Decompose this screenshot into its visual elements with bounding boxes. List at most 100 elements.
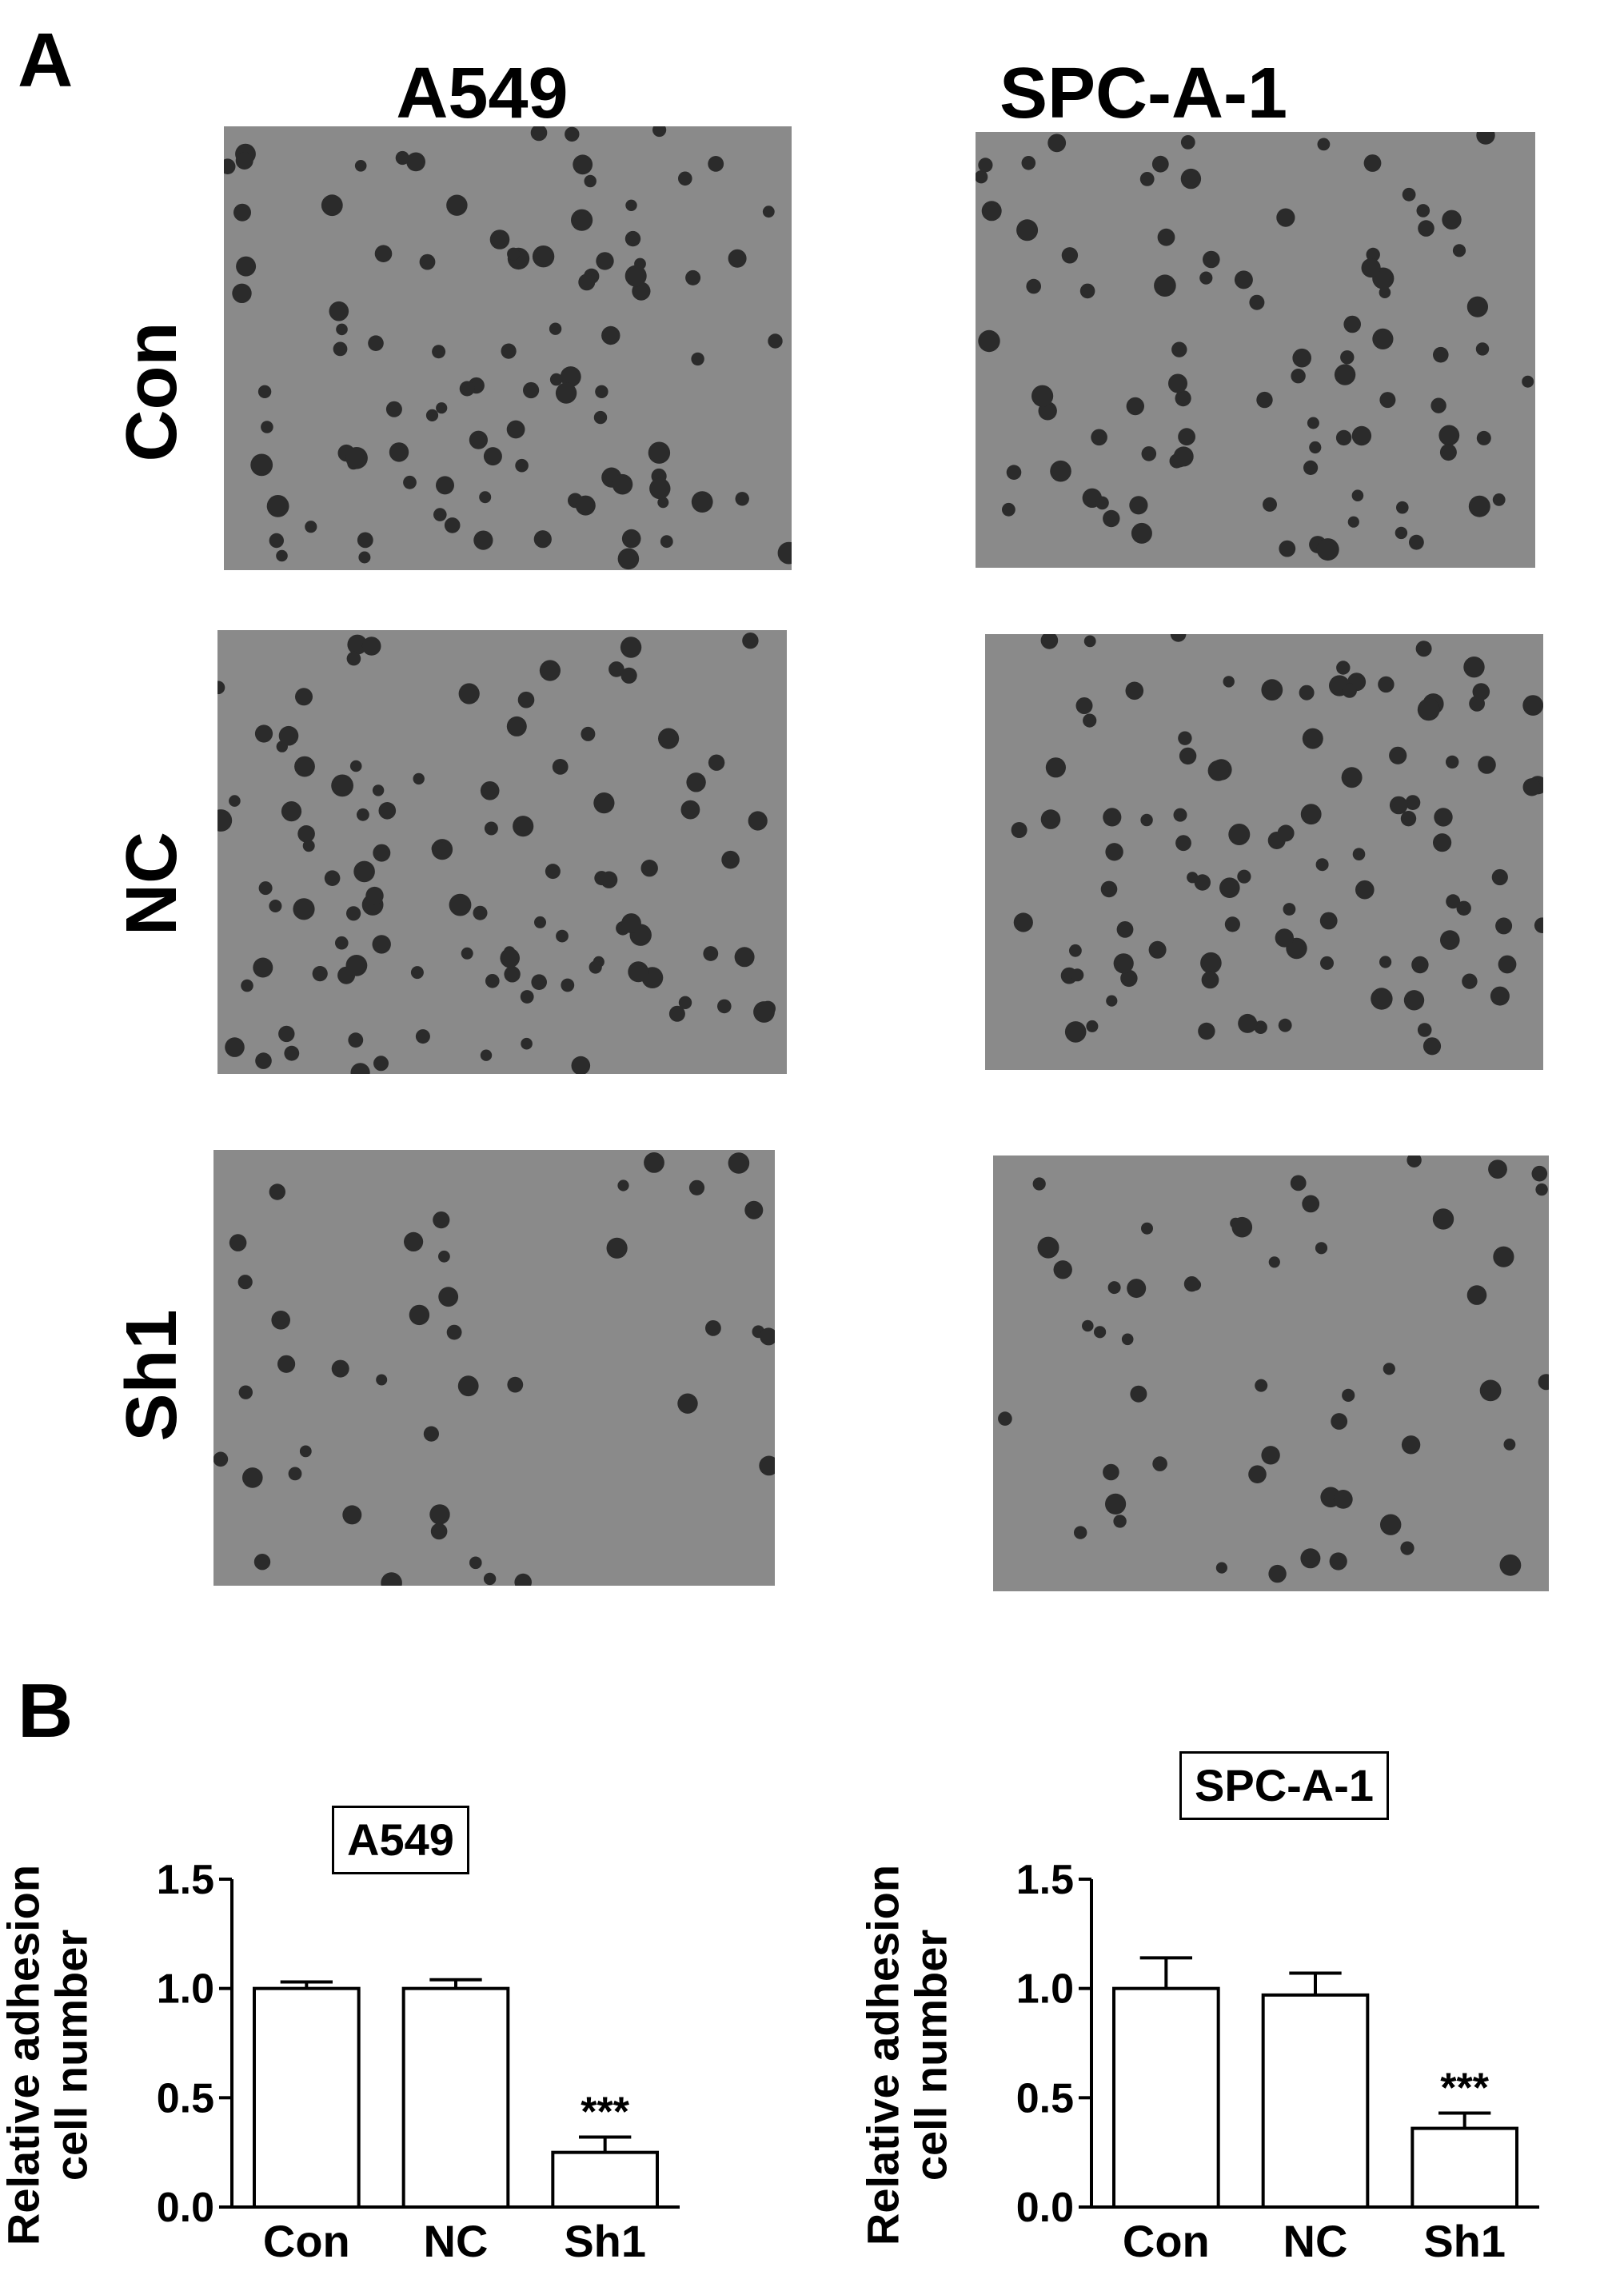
cell-dot — [1389, 746, 1407, 764]
cell-dot — [1531, 1165, 1548, 1182]
cell-dot — [506, 716, 527, 736]
cell-dot — [1279, 540, 1296, 557]
cell-dot — [688, 1179, 705, 1195]
cell-dot — [534, 916, 546, 928]
cell-dot — [1302, 1195, 1320, 1213]
cell-dot — [1061, 247, 1079, 264]
cell-dot — [1378, 676, 1395, 693]
cell-dot — [217, 681, 225, 695]
cell-dot — [1422, 1037, 1442, 1056]
cell-dot — [1127, 1279, 1147, 1299]
cell-dot — [1103, 1463, 1119, 1481]
cell-dot — [612, 473, 633, 495]
cell-dot — [686, 772, 706, 792]
cell-dot — [1203, 250, 1220, 269]
cell-dot — [281, 801, 302, 822]
cell-dot — [634, 257, 646, 270]
cell-dot — [1417, 698, 1440, 721]
cell-dot — [728, 249, 747, 268]
cell-dot — [1351, 489, 1364, 501]
cell-dot — [1342, 683, 1357, 698]
cell-dot — [1071, 968, 1084, 982]
cell-dot — [1478, 756, 1496, 774]
cell-dot — [561, 978, 575, 992]
cell-dot — [1492, 493, 1506, 506]
cell-dot — [1094, 1326, 1107, 1339]
cell-dot — [1083, 635, 1096, 648]
cell-dot — [1468, 495, 1490, 517]
cell-dot — [350, 1063, 370, 1074]
cell-dot — [1223, 676, 1235, 688]
cell-dot — [321, 194, 343, 217]
cell-dot — [708, 754, 725, 771]
cell-dot — [349, 760, 362, 772]
cell-dot — [1151, 155, 1169, 173]
row-label-con: Con — [112, 321, 192, 462]
cell-dot — [373, 1056, 389, 1072]
micrograph-background — [213, 1150, 775, 1586]
cell-dot — [385, 401, 402, 417]
cell-dot — [278, 725, 299, 746]
cell-dot — [1439, 444, 1457, 461]
cell-dot — [1416, 204, 1430, 218]
cell-dot — [1255, 1379, 1268, 1392]
cell-dot — [1302, 728, 1323, 749]
cell-dot — [978, 329, 1000, 353]
cell-dot — [1396, 501, 1409, 514]
cell-dot — [389, 442, 409, 462]
cell-dot — [358, 551, 371, 564]
cell-dot — [258, 881, 273, 896]
cell-dot — [419, 253, 436, 270]
cell-dot — [404, 1231, 424, 1251]
cell-dot — [346, 651, 361, 666]
cell-dot — [501, 343, 517, 359]
cell-dot — [1037, 1236, 1059, 1259]
micrograph-background — [985, 634, 1543, 1070]
bar-sh1 — [551, 2150, 659, 2209]
cell-dot — [433, 1211, 450, 1229]
cell-dot — [648, 441, 671, 464]
cell-dot — [1179, 747, 1197, 765]
cell-dot — [621, 529, 641, 549]
cell-dot — [1047, 134, 1067, 153]
cell-dot — [1050, 460, 1071, 482]
cell-dot — [459, 381, 475, 397]
cell-dot — [595, 385, 609, 398]
chart-a549-title: A549 — [332, 1806, 469, 1874]
cell-dot — [1522, 695, 1543, 716]
cell-dot — [372, 784, 385, 796]
cell-dot — [374, 245, 393, 262]
cell-dot — [728, 1152, 750, 1174]
cell-dot — [233, 203, 251, 222]
cell-dot — [1032, 1177, 1046, 1191]
cell-dot — [691, 352, 704, 366]
cell-dot — [376, 1374, 388, 1386]
cell-dot — [1095, 496, 1109, 510]
cell-dot — [1403, 990, 1425, 1011]
cell-dot — [253, 1554, 271, 1571]
cell-dot — [624, 230, 641, 247]
cell-dot — [1238, 1013, 1258, 1033]
cell-dot — [1183, 1276, 1200, 1292]
x-tick-label: Con — [263, 2216, 350, 2266]
cell-dot — [1105, 1493, 1127, 1515]
cell-dot — [1411, 956, 1429, 974]
cell-dot — [640, 860, 658, 877]
cell-dot — [410, 966, 424, 980]
cell-dot — [242, 1467, 263, 1488]
row-label-nc: NC — [112, 832, 192, 936]
cell-dot — [1021, 156, 1036, 170]
cell-dot — [1107, 1281, 1121, 1295]
cell-dot — [660, 535, 673, 549]
cell-dot — [1407, 1155, 1422, 1167]
cell-dot — [406, 152, 425, 172]
cell-dot — [1440, 930, 1460, 950]
cell-dot — [217, 809, 233, 832]
cell-dot — [345, 447, 368, 469]
cell-dot — [345, 955, 368, 976]
cell-dot — [354, 160, 367, 172]
cell-dot — [1234, 270, 1253, 289]
cell-dot — [1275, 928, 1294, 948]
cell-dot — [1409, 534, 1424, 550]
cell-dot — [1248, 1465, 1267, 1483]
